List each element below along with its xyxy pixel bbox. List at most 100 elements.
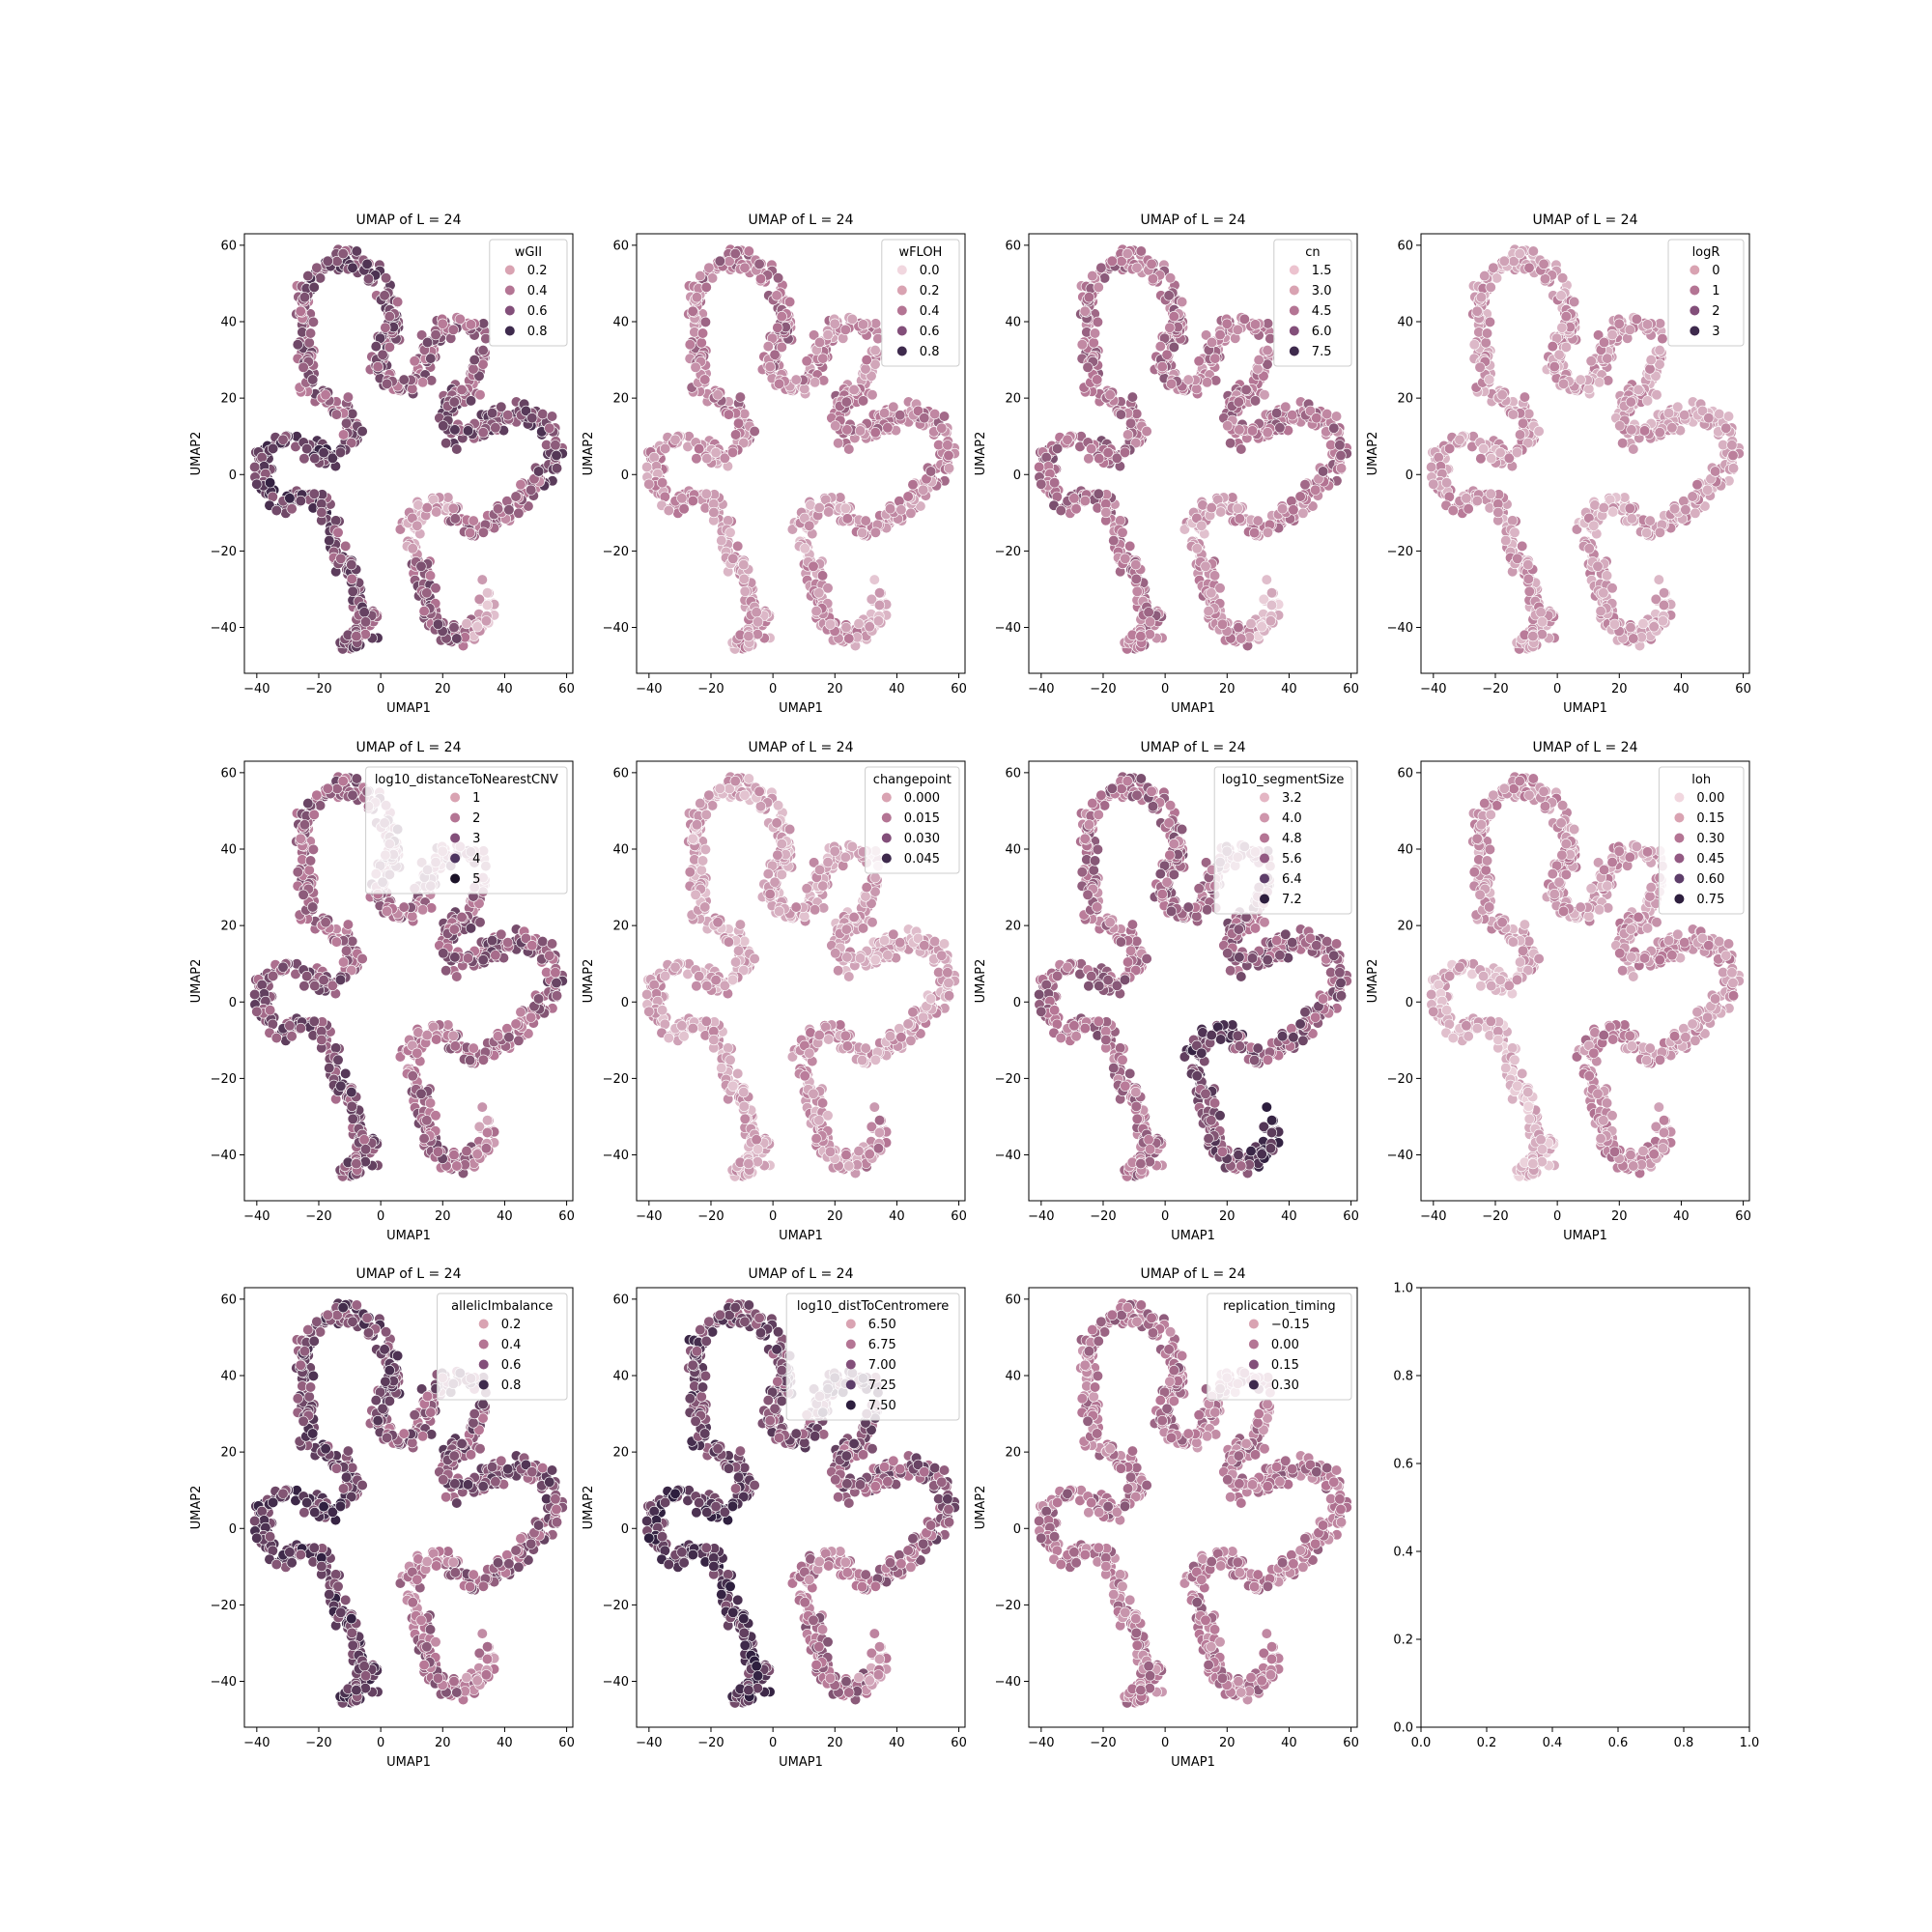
x-tick-label: 60 (558, 682, 575, 696)
scatter-point (347, 262, 358, 273)
scatter-point (841, 424, 853, 436)
scatter-point (1094, 453, 1105, 465)
scatter-point (1428, 478, 1439, 490)
scatter-point (1555, 290, 1567, 301)
scatter-point (833, 438, 844, 449)
scatter-point (1668, 503, 1681, 515)
scatter-point (872, 615, 885, 627)
scatter-point (268, 442, 279, 455)
scatter-point (1203, 605, 1214, 617)
scatter-point (1553, 349, 1565, 360)
scatter-point (1606, 329, 1618, 341)
x-axis-label: UMAP1 (386, 701, 431, 716)
scatter-point (1287, 410, 1298, 421)
scatter-point (1087, 270, 1098, 282)
scatter-point (729, 429, 742, 440)
scatter-point (1082, 361, 1094, 373)
scatter-point (659, 442, 671, 455)
scatter-point (468, 515, 479, 526)
subplot-2: UMAP of L = 24−40 −20 0 20 40 60−40−200204060… (582, 213, 967, 716)
x-tick-label: 20 (827, 682, 843, 696)
scatter-point (938, 411, 951, 422)
legend-marker (896, 265, 907, 275)
legend-label: 0.2 (920, 284, 940, 298)
scatter-point (1538, 258, 1549, 270)
scatter-point (853, 617, 865, 630)
legend-marker (896, 305, 907, 316)
scatter-point (474, 389, 486, 401)
scatter-point (1628, 443, 1639, 455)
scatter-point (1687, 491, 1698, 502)
scatter-point (1595, 605, 1606, 617)
scatter-point (1633, 384, 1644, 396)
scatter-point (546, 411, 558, 422)
scatter-point (1648, 621, 1660, 633)
subplot-5: UMAP of L = 24−40 −20 0 20 40 60−40−200204060… (189, 740, 575, 1243)
x-tick-label: 40 (1281, 682, 1297, 696)
scatter-point (1641, 395, 1654, 407)
scatter-point (723, 515, 734, 526)
scatter-point (1624, 502, 1635, 514)
scatter-point (1491, 272, 1503, 284)
scatter-point (468, 363, 479, 375)
scatter-point (676, 493, 688, 504)
scatter-point (1613, 318, 1625, 329)
scatter-point (438, 420, 449, 432)
scatter-point (309, 453, 321, 465)
scatter-point (1628, 633, 1639, 644)
scatter-point (878, 408, 891, 419)
scatter-point (359, 628, 371, 640)
x-axis-label: UMAP1 (1171, 701, 1215, 716)
scatter-point (1079, 305, 1091, 317)
scatter-point (1481, 327, 1493, 339)
scatter-point (284, 493, 296, 504)
scatter-point (1523, 262, 1535, 273)
scatter-point (1514, 429, 1526, 440)
scatter-point (409, 355, 420, 367)
scatter-point (1709, 466, 1721, 477)
legend-marker (1289, 346, 1299, 356)
scatter-point (1124, 540, 1136, 553)
scatter-point (1068, 493, 1080, 504)
scatter-point (337, 248, 349, 260)
scatter-point (318, 447, 329, 459)
scatter-point (334, 446, 347, 458)
scatter-point (471, 621, 483, 633)
scatter-point (907, 479, 919, 491)
scatter-point (1115, 515, 1126, 526)
scatter-point (295, 305, 306, 317)
scatter-point (848, 384, 860, 396)
scatter-point (1253, 355, 1264, 366)
scatter-point (1120, 553, 1131, 564)
scatter-point (751, 607, 762, 618)
scatter-point (380, 322, 391, 333)
legend-label: 0 (1712, 264, 1719, 278)
scatter-point (1500, 534, 1512, 547)
scatter-point (1522, 573, 1534, 585)
legend-title: wGII (515, 245, 542, 260)
y-tick-label: 0 (1406, 469, 1413, 483)
scatter-point (1154, 341, 1166, 353)
scatter-point (451, 633, 463, 644)
scatter-point (687, 495, 698, 507)
scatter-point (482, 587, 494, 599)
scatter-point (1598, 587, 1609, 599)
scatter-point (532, 466, 545, 477)
scatter-point (1086, 443, 1097, 455)
scatter-point (1182, 374, 1194, 385)
scatter-point (1276, 503, 1289, 515)
scatter-point (1533, 425, 1545, 438)
scatter-point (1658, 599, 1670, 611)
x-tick-label: 0 (769, 682, 777, 696)
scatter-point (448, 621, 460, 634)
scatter-point (1475, 453, 1487, 465)
scatter-point (1486, 453, 1497, 465)
scatter-point (1122, 429, 1134, 440)
scatter-point (1249, 395, 1262, 407)
scatter-point (1440, 477, 1453, 489)
scatter-point (857, 319, 869, 330)
scatter-point (699, 374, 711, 385)
scatter-point (322, 255, 333, 267)
scatter-point (425, 353, 437, 364)
scatter-point (314, 800, 327, 811)
